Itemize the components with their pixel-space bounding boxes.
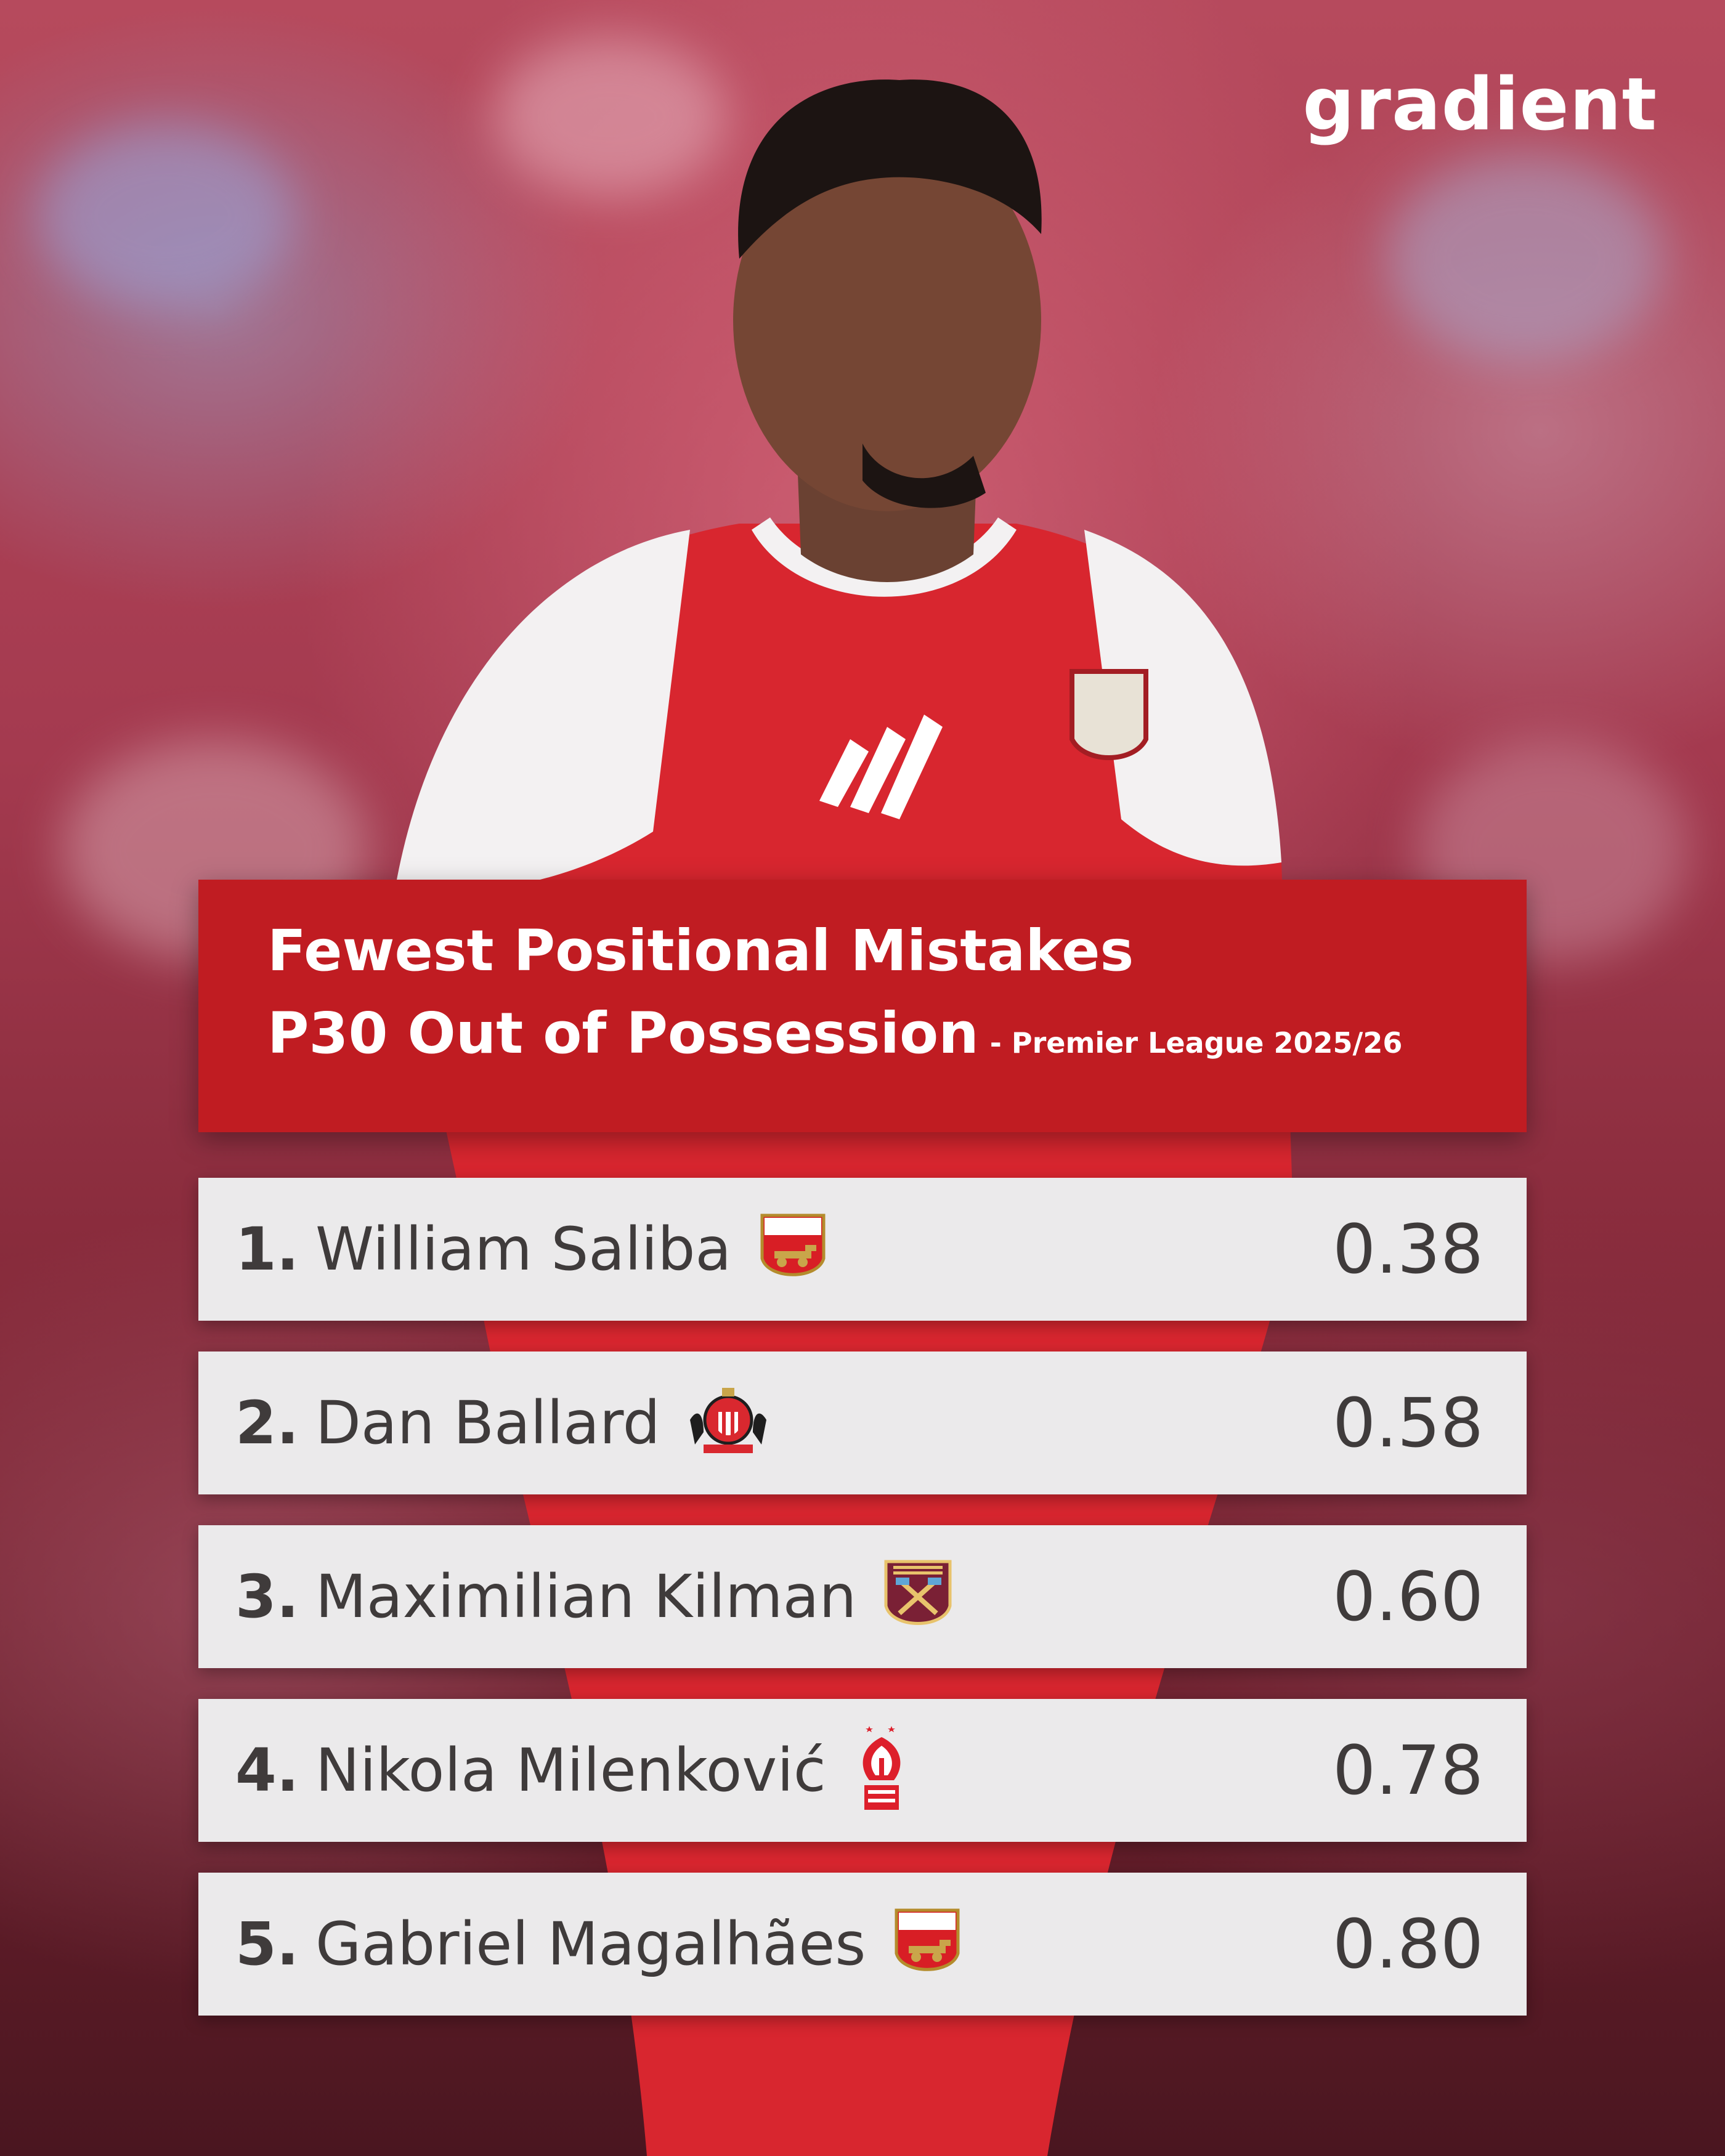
player-name: Dan Ballard xyxy=(315,1388,660,1457)
rank-number: 5. xyxy=(235,1910,299,1979)
ranking-list: 1. William Saliba 0.38 2. Dan Ballard xyxy=(198,1178,1527,2046)
player-name: Nikola Milenković xyxy=(315,1736,826,1805)
list-item: 2. Dan Ballard 0.58 xyxy=(198,1352,1527,1494)
west-ham-crest-icon xyxy=(884,1560,952,1625)
page-subtitle-row: P30 Out of Possession - Premier League 20… xyxy=(267,1005,1527,1062)
crowd-blur xyxy=(493,37,727,197)
rank-number: 4. xyxy=(235,1736,299,1805)
page-subtitle: P30 Out of Possession xyxy=(267,1000,979,1066)
rank-number: 1. xyxy=(235,1215,299,1284)
nottingham-forest-crest-icon xyxy=(862,1726,901,1810)
arsenal-crest-icon xyxy=(895,1908,960,1971)
stat-value: 0.58 xyxy=(1333,1384,1484,1462)
crowd-blur xyxy=(37,123,296,308)
rank-number: 3. xyxy=(235,1562,299,1631)
sunderland-crest-icon xyxy=(689,1388,766,1453)
stat-value: 0.78 xyxy=(1333,1731,1484,1810)
arsenal-crest-icon xyxy=(760,1214,826,1276)
crowd-blur xyxy=(1386,154,1663,363)
page-title: Fewest Positional Mistakes xyxy=(267,918,1134,984)
brand-logo: gradient xyxy=(1302,62,1657,147)
list-item: 3. Maximilian Kilman 0.60 xyxy=(198,1525,1527,1668)
list-item: 4. Nikola Milenković 0.78 xyxy=(198,1699,1527,1842)
player-name: William Saliba xyxy=(315,1215,732,1284)
player-name: Gabriel Magalhães xyxy=(315,1910,866,1979)
title-banner: Fewest Positional Mistakes P30 Out of Po… xyxy=(198,880,1527,1132)
stat-value: 0.60 xyxy=(1333,1557,1484,1636)
rank-number: 2. xyxy=(235,1388,299,1457)
competition-label: - Premier League 2025/26 xyxy=(989,1026,1403,1060)
player-name: Maximilian Kilman xyxy=(315,1562,857,1631)
list-item: 1. William Saliba 0.38 xyxy=(198,1178,1527,1321)
stat-value: 0.38 xyxy=(1333,1210,1484,1289)
list-item: 5. Gabriel Magalhães 0.80 xyxy=(198,1873,1527,2016)
stat-value: 0.80 xyxy=(1333,1905,1484,1984)
